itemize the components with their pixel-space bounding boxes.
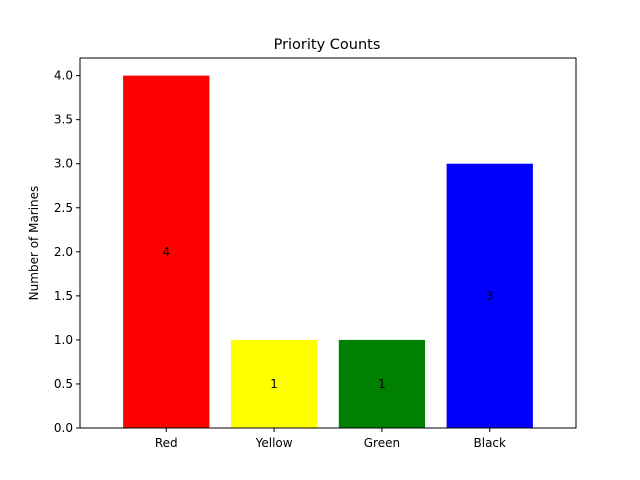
y-tick-label: 1.0	[54, 333, 73, 347]
y-tick-label: 2.5	[54, 201, 73, 215]
y-tick-label: 2.0	[54, 245, 73, 259]
bars-group	[123, 75, 533, 428]
data-label-red: 4	[162, 245, 170, 259]
bar-red	[123, 75, 210, 428]
data-label-yellow: 1	[270, 377, 278, 391]
plot-frame	[79, 57, 577, 429]
data-label-black: 3	[486, 289, 494, 303]
x-tick-label-black: Black	[474, 436, 507, 450]
y-tick-label: 3.0	[54, 157, 73, 171]
y-tick-label: 0.5	[54, 377, 73, 391]
y-tick-label: 0.0	[54, 421, 73, 435]
y-axis: 0.0 0.5 1.0 1.5 2.0 2.5 3.0 3.5 4.0	[54, 69, 80, 435]
y-tick-label: 3.5	[54, 113, 73, 127]
data-label-green: 1	[378, 377, 386, 391]
bar-green	[338, 339, 426, 428]
y-tick-label: 4.0	[54, 69, 73, 83]
y-axis-label: Number of Marines	[27, 186, 41, 301]
x-tick-label-green: Green	[364, 436, 400, 450]
chart-title: Priority Counts	[274, 37, 381, 53]
x-axis: Red Yellow Green Black	[155, 428, 506, 450]
bar-yellow	[230, 339, 318, 428]
data-labels-group: 4 1 1 3	[162, 245, 493, 391]
x-tick-label-yellow: Yellow	[255, 436, 293, 450]
y-tick-label: 1.5	[54, 289, 73, 303]
bar-black	[446, 163, 533, 428]
x-tick-label-red: Red	[155, 436, 178, 450]
